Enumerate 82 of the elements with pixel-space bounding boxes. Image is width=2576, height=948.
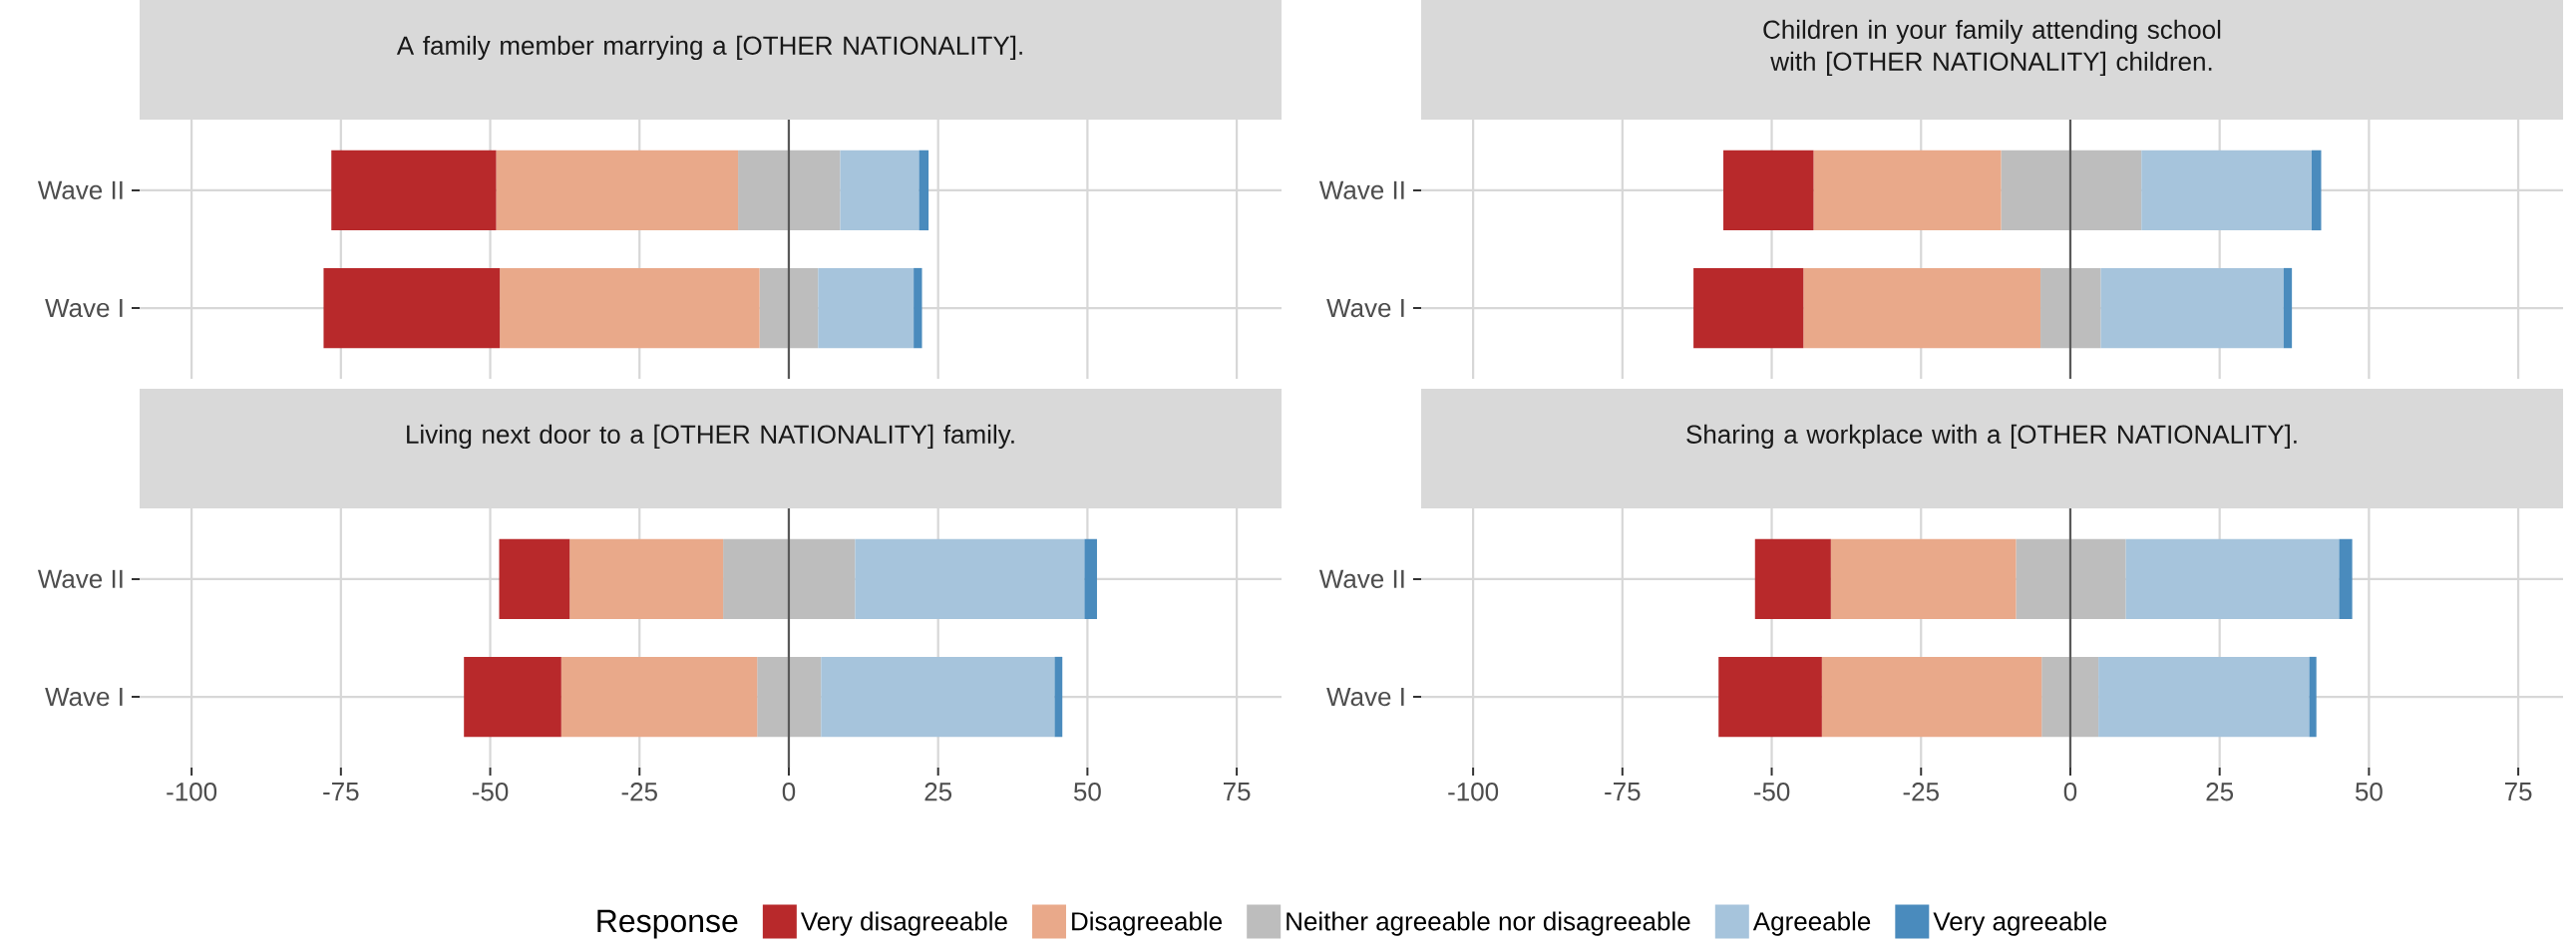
x-tick-label: 75: [2504, 783, 2532, 801]
y-tick-label: Wave I: [45, 688, 123, 707]
bar: [2100, 267, 2284, 349]
bar: [788, 538, 856, 620]
bar: [1723, 150, 1814, 231]
bar: [2069, 150, 2142, 231]
x-tick-label: 50: [2355, 783, 2383, 801]
bar: [788, 656, 822, 738]
bar: [323, 267, 501, 349]
x-tick-label: -75: [1605, 783, 1641, 801]
bar: [788, 267, 819, 349]
bar: [723, 538, 789, 620]
bar: [818, 267, 915, 349]
bar: [1693, 267, 1804, 349]
bar: [2098, 656, 2310, 738]
y-tick-label: Wave I: [45, 299, 123, 318]
x-tick-label: -50: [472, 783, 509, 801]
y-tick-label: Wave II: [1318, 569, 1404, 588]
bar: [1084, 538, 1097, 620]
bar: [2283, 267, 2293, 349]
bar: [331, 150, 497, 231]
bar: [2040, 267, 2070, 349]
bar: [2041, 656, 2070, 738]
legend-label: Agreeable: [1752, 911, 1871, 936]
x-tick-label: -100: [167, 783, 217, 801]
bar: [1718, 656, 1822, 738]
bar: [569, 538, 724, 620]
bar: [821, 656, 1055, 738]
x-tick-label: -25: [621, 783, 657, 801]
bar: [1813, 150, 2002, 231]
bar: [464, 656, 561, 738]
bar: [500, 267, 760, 349]
bar: [2339, 538, 2353, 620]
bar: [919, 150, 929, 231]
chart-title: Living next door to a [OTHER NATIONALITY] family.: [407, 424, 1014, 450]
x-tick-label: 75: [1223, 783, 1251, 801]
bar: [2069, 267, 2101, 349]
bar: [1830, 538, 2017, 620]
bar: [2141, 150, 2312, 231]
bar: [788, 150, 841, 231]
y-tick-label: Wave I: [1326, 299, 1404, 318]
bar: [855, 538, 1085, 620]
bar: [496, 150, 739, 231]
x-tick-label: 50: [1073, 783, 1101, 801]
bar: [759, 267, 789, 349]
x-tick-label: -25: [1903, 783, 1939, 801]
bar: [757, 656, 789, 738]
bar: [840, 150, 920, 231]
x-tick-label: 0: [2063, 783, 2077, 801]
bar: [2001, 150, 2070, 231]
bar: [1821, 656, 2042, 738]
y-tick-label: Wave I: [1326, 688, 1404, 707]
chart-title: A family member marrying a [OTHER NATIONALITY].: [396, 35, 1022, 61]
bar: [2069, 656, 2099, 738]
x-tick-label: -100: [1448, 783, 1499, 801]
bar: [738, 150, 789, 231]
bar: [499, 538, 570, 620]
bar: [2309, 656, 2317, 738]
x-tick-label: 25: [2206, 783, 2234, 801]
chart-title: Sharing a workplace with a [OTHER NATIONALITY].: [1686, 424, 2297, 450]
bar: [2016, 538, 2070, 620]
legend-label: Very agreeable: [1933, 911, 2107, 936]
y-tick-label: Wave II: [37, 180, 123, 199]
legend-title: Response: [597, 909, 738, 939]
bar: [2125, 538, 2340, 620]
bar: [1054, 656, 1063, 738]
y-tick-label: Wave II: [37, 569, 123, 588]
x-tick-label: 0: [782, 783, 796, 801]
bar: [560, 656, 758, 738]
legend-label: Neither agreeable nor disagreeable: [1287, 911, 1690, 936]
bar: [2311, 150, 2322, 231]
legend-label: Disagreeable: [1072, 911, 1222, 936]
x-tick-label: 25: [924, 783, 952, 801]
bar: [1803, 267, 2041, 349]
x-tick-label: -75: [323, 783, 359, 801]
bar: [2069, 538, 2126, 620]
x-tick-label: -50: [1753, 783, 1790, 801]
bar: [1754, 538, 1831, 620]
y-tick-label: Wave II: [1318, 180, 1404, 199]
bar: [914, 267, 922, 349]
legend-label: Very disagreeable: [800, 911, 1007, 936]
chart-title: Children in your family attending school with [OTHER NATIONALITY] children.: [1763, 19, 2221, 77]
